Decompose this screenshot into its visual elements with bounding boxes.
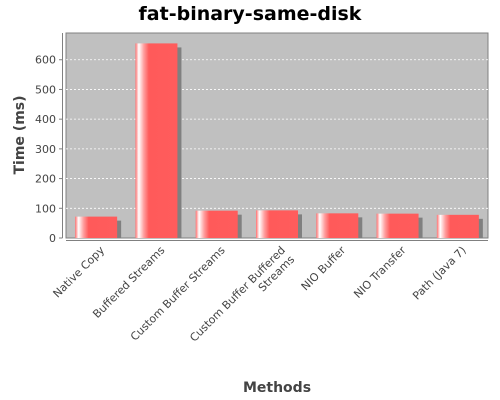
x-category-label: Path (Java 7) [410,244,469,303]
bar [376,213,419,238]
x-axis-label: Methods [243,380,311,396]
y-axis-label: Time (ms) [12,95,28,174]
bar [316,213,359,238]
x-category-label: Native Copy [51,243,108,300]
bar [256,210,298,238]
y-tick-label: 100 [35,202,56,215]
x-category-label-line: NIO Buffer [299,243,349,293]
y-tick-label: 0 [49,232,56,245]
y-tick-label: 300 [35,143,56,156]
x-category-label-line: Native Copy [51,243,108,300]
y-tick-label: 500 [35,83,56,96]
x-category-label-line: NIO Transfer [351,243,409,301]
x-category-label-line: Path (Java 7) [410,244,469,303]
bars [75,43,483,238]
chart-title: fat-binary-same-disk [139,3,362,25]
bar [436,214,479,238]
x-category-label: NIO Buffer [299,243,349,293]
x-category-label: NIO Transfer [351,243,409,301]
bar [135,43,178,238]
y-tick-label: 600 [35,54,56,67]
y-tick-labels: 0 100 200 300 400 500 600 [35,54,63,245]
y-tick-label: 200 [35,173,56,186]
bar [75,216,118,238]
y-tick-label: 400 [35,113,56,126]
bar [195,210,238,238]
plot-area [65,32,489,239]
